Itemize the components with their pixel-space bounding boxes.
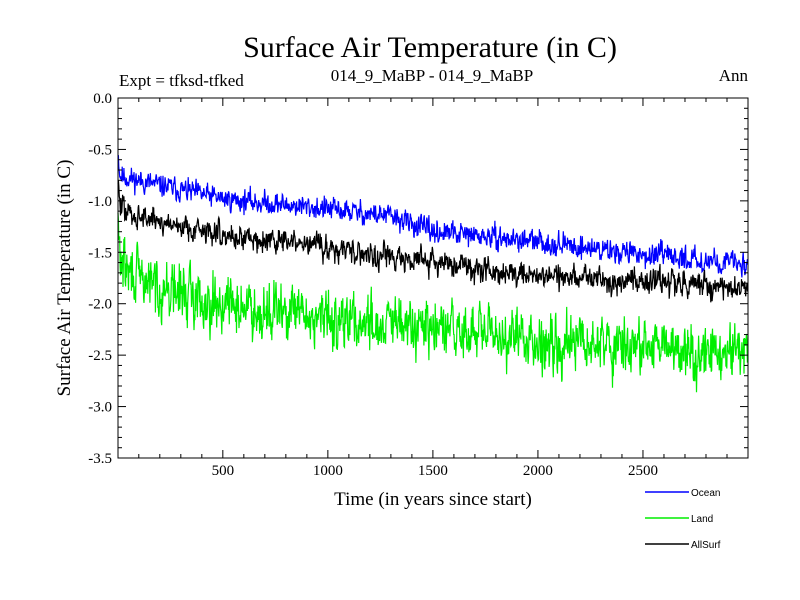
y-tick-label: 0.0 xyxy=(93,91,112,107)
y-tick-label: -3.0 xyxy=(88,400,112,416)
x-tick-label: 2500 xyxy=(628,463,658,479)
series-line-allsurf xyxy=(117,180,749,303)
chart-title: Surface Air Temperature (in C) xyxy=(243,31,617,64)
y-tick-label: -0.5 xyxy=(88,142,112,158)
y-tick-label: -1.0 xyxy=(88,194,112,210)
legend-label-allsurf: AllSurf xyxy=(691,540,721,551)
y-tick-label: -1.5 xyxy=(88,245,112,261)
tick-layer: 500 1000 1500 2000 2500 0.0 -0.5 -1.0 -1.5 -2.0 -2… xyxy=(88,91,748,479)
x-axis-label: Time (in years since start) xyxy=(334,489,532,510)
chart-subtitle-center: 014_9_MaBP - 014_9_MaBP xyxy=(331,66,533,85)
chart-subtitle-left: Expt = tfksd-tfked xyxy=(119,71,244,90)
legend: Ocean Land AllSurf xyxy=(645,488,721,551)
chart-subtitle-right: Ann xyxy=(719,66,749,85)
y-tick-label: -2.5 xyxy=(88,348,112,364)
x-tick-label: 2000 xyxy=(523,463,553,479)
x-tick-label: 500 xyxy=(212,463,235,479)
x-tick-label: 1500 xyxy=(418,463,448,479)
series-layer xyxy=(117,155,749,393)
series-line-ocean xyxy=(117,155,749,278)
y-axis-label: Surface Air Temperature (in C) xyxy=(54,160,75,397)
legend-label-ocean: Ocean xyxy=(691,488,720,499)
legend-label-land: Land xyxy=(691,514,713,525)
x-tick-label: 1000 xyxy=(313,463,343,479)
y-tick-label: -2.0 xyxy=(88,297,112,313)
y-tick-label: -3.5 xyxy=(88,451,112,467)
series-line-land xyxy=(117,212,749,393)
